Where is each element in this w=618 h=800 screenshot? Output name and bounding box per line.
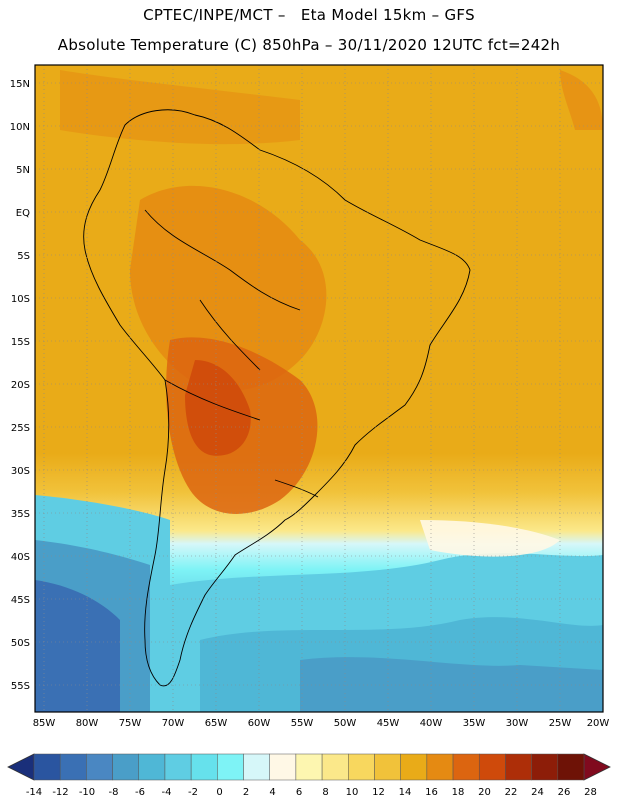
colorbar-label: 14 bbox=[399, 787, 412, 798]
colorbar-label: -12 bbox=[52, 787, 68, 798]
coastline-outline bbox=[83, 109, 471, 687]
lon-label: 35W bbox=[463, 718, 486, 729]
map-title-line-2: Absolute Temperature (C) 850hPa – 30/11/… bbox=[57, 36, 561, 54]
lon-label: 75W bbox=[119, 718, 142, 729]
lat-label: 55S bbox=[11, 681, 30, 692]
colorbar-label: -2 bbox=[188, 787, 198, 798]
colorbar-box bbox=[374, 753, 401, 781]
map-title-line-1: CPTEC/INPE/MCT – Eta Model 15km – GFS bbox=[143, 6, 475, 24]
colorbar-label: 18 bbox=[452, 787, 465, 798]
colorbar-box bbox=[164, 753, 192, 781]
colorbar-box bbox=[478, 753, 506, 781]
colorbar-box bbox=[138, 753, 166, 781]
colorbar-boxes bbox=[33, 753, 585, 781]
lat-label: 10S bbox=[11, 294, 30, 305]
lat-label: 40S bbox=[11, 552, 30, 563]
colorbar-label: 22 bbox=[505, 787, 518, 798]
lat-label: 35S bbox=[11, 509, 30, 520]
colorbar-label: -4 bbox=[162, 787, 172, 798]
lon-label: 85W bbox=[33, 718, 56, 729]
colorbar-label: -14 bbox=[26, 787, 42, 798]
lon-label: 70W bbox=[162, 718, 185, 729]
colorbar-label: 10 bbox=[346, 787, 359, 798]
colorbar-box bbox=[190, 753, 218, 781]
lat-label: 50S bbox=[11, 638, 30, 649]
colorbar-label: 26 bbox=[558, 787, 571, 798]
colorbar-label: 12 bbox=[372, 787, 385, 798]
lon-label: 80W bbox=[76, 718, 99, 729]
lon-label: 45W bbox=[377, 718, 400, 729]
latitude-labels: 15N 10N 5N EQ 5S 10S 15S 20S 25S 30S 35S… bbox=[10, 79, 30, 692]
lat-label: 15S bbox=[11, 337, 30, 348]
colorbar-box bbox=[86, 753, 113, 781]
colorbar-box bbox=[557, 753, 585, 781]
lon-label: 25W bbox=[549, 718, 572, 729]
colorbar-label: 2 bbox=[243, 787, 249, 798]
lon-label: 40W bbox=[420, 718, 443, 729]
lat-label: 25S bbox=[11, 423, 30, 434]
colorbar-label: -6 bbox=[135, 787, 145, 798]
colorbar-box bbox=[269, 753, 297, 781]
colorbar: -14 -12 -10 -8 -6 -4 -2 0 2 4 6 8 10 12 … bbox=[7, 753, 611, 798]
colorbar-box bbox=[426, 753, 454, 781]
lat-label: 5S bbox=[17, 251, 30, 262]
colorbar-high-arrow bbox=[583, 753, 611, 781]
colorbar-box bbox=[295, 753, 323, 781]
map-frame bbox=[34, 64, 604, 713]
colorbar-box bbox=[112, 753, 140, 781]
colorbar-box bbox=[505, 753, 532, 781]
temperature-field bbox=[35, 65, 603, 712]
colorbar-label: 8 bbox=[322, 787, 328, 798]
colorbar-box bbox=[348, 753, 375, 781]
lat-label: EQ bbox=[16, 208, 30, 219]
colorbar-box bbox=[531, 753, 559, 781]
lon-label: 30W bbox=[506, 718, 529, 729]
colorbar-label: 6 bbox=[296, 787, 302, 798]
colorbar-box bbox=[452, 753, 480, 781]
colorbar-label: 28 bbox=[584, 787, 597, 798]
colorbar-label: 24 bbox=[531, 787, 544, 798]
colorbar-box bbox=[217, 753, 244, 781]
lon-label: 55W bbox=[291, 718, 314, 729]
colorbar-box bbox=[321, 753, 349, 781]
lat-label: 10N bbox=[10, 122, 30, 133]
lat-label: 30S bbox=[11, 466, 30, 477]
colorbar-label: 4 bbox=[269, 787, 275, 798]
colorbar-box bbox=[400, 753, 428, 781]
lon-label: 65W bbox=[205, 718, 228, 729]
colorbar-label: -8 bbox=[109, 787, 119, 798]
colorbar-box bbox=[33, 753, 61, 781]
colorbar-low-arrow bbox=[7, 753, 35, 781]
lat-label: 5N bbox=[16, 165, 30, 176]
lat-label: 15N bbox=[10, 79, 30, 90]
colorbar-label: 0 bbox=[216, 787, 222, 798]
colorbar-box bbox=[59, 753, 87, 781]
lon-label: 50W bbox=[334, 718, 357, 729]
graticule bbox=[35, 65, 603, 712]
lat-label: 20S bbox=[11, 380, 30, 391]
colorbar-box bbox=[243, 753, 270, 781]
colorbar-label: 20 bbox=[478, 787, 491, 798]
colorbar-label: -10 bbox=[79, 787, 95, 798]
longitude-labels: 85W 80W 75W 70W 65W 60W 55W 50W 45W 40W … bbox=[33, 718, 610, 729]
colorbar-label: 16 bbox=[425, 787, 438, 798]
lat-label: 45S bbox=[11, 595, 30, 606]
lon-label: 60W bbox=[248, 718, 271, 729]
lon-label: 20W bbox=[587, 718, 610, 729]
